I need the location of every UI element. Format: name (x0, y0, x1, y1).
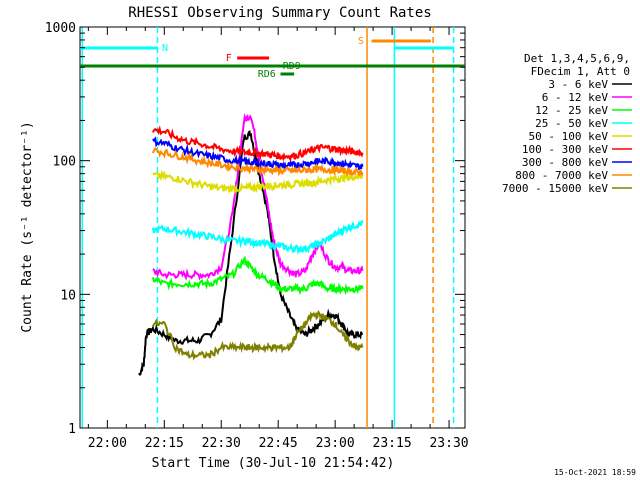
x-tick-label: 23:30 (429, 436, 468, 451)
plot-frame (79, 26, 466, 429)
legend-entry-label: 25 - 50 keV (535, 117, 608, 130)
series-line (151, 125, 364, 163)
legend: Det 1,3,4,5,6,9,FDecim 1, Att 03 - 6 keV… (502, 52, 632, 195)
series-line (152, 136, 364, 172)
y-tick-label: 10 (60, 288, 76, 303)
y-tick-label: 1000 (45, 21, 76, 36)
legend-entry-label: 6 - 12 keV (542, 91, 609, 104)
legend-entry-label: 3 - 6 keV (548, 78, 608, 91)
data-series (138, 112, 364, 376)
flag-label: F (226, 53, 232, 64)
x-axis-label: Start Time (30-Jul-10 21:54:42) (152, 456, 395, 471)
flag-label: N (162, 43, 168, 54)
vertical-markers (81, 27, 455, 428)
flag-bars: N F S RD9 RD6 (80, 36, 465, 80)
x-tick-label: 22:30 (202, 436, 241, 451)
series-line (151, 255, 364, 296)
series-line (151, 220, 364, 256)
x-tick-label: 23:00 (316, 436, 355, 451)
legend-entry-label: 100 - 300 keV (522, 143, 608, 156)
x-tick-label: 22:15 (145, 436, 184, 451)
plot-axes (79, 26, 466, 429)
x-tick-label: 22:45 (259, 436, 298, 451)
legend-entry-label: 50 - 100 keV (529, 130, 609, 143)
flag-label: S (358, 36, 364, 47)
legend-entry-label: 800 - 7000 keV (515, 169, 608, 182)
series-line (152, 169, 364, 196)
flag-label: RD6 (258, 69, 276, 80)
legend-entry-label: 12 - 25 keV (535, 104, 608, 117)
legend-entry-label: 300 - 800 keV (522, 156, 608, 169)
y-axis-label: Count Rate (s⁻¹ detector⁻¹) (20, 121, 35, 332)
y-tick-label: 100 (53, 155, 76, 170)
axis-ticks: 22:00 22:15 22:30 22:45 23:00 23:15 23:30 1 10 10… (45, 21, 469, 451)
date-stamp: 15-Oct-2021 18:59 (554, 468, 636, 477)
series-line (152, 309, 364, 361)
series-line (151, 147, 364, 177)
legend-entry-label: 7000 - 15000 keV (502, 182, 608, 195)
flag-label: RD9 (283, 61, 301, 72)
y-tick-label: 1 (68, 422, 76, 437)
series-line (152, 112, 364, 281)
chart-title: RHESSI Observing Summary Count Rates (128, 5, 431, 21)
legend-header-line: Det 1,3,4,5,6,9, (524, 52, 630, 65)
x-tick-label: 23:15 (373, 436, 412, 451)
legend-header-line: FDecim 1, Att 0 (531, 65, 630, 78)
x-tick-label: 22:00 (88, 436, 127, 451)
